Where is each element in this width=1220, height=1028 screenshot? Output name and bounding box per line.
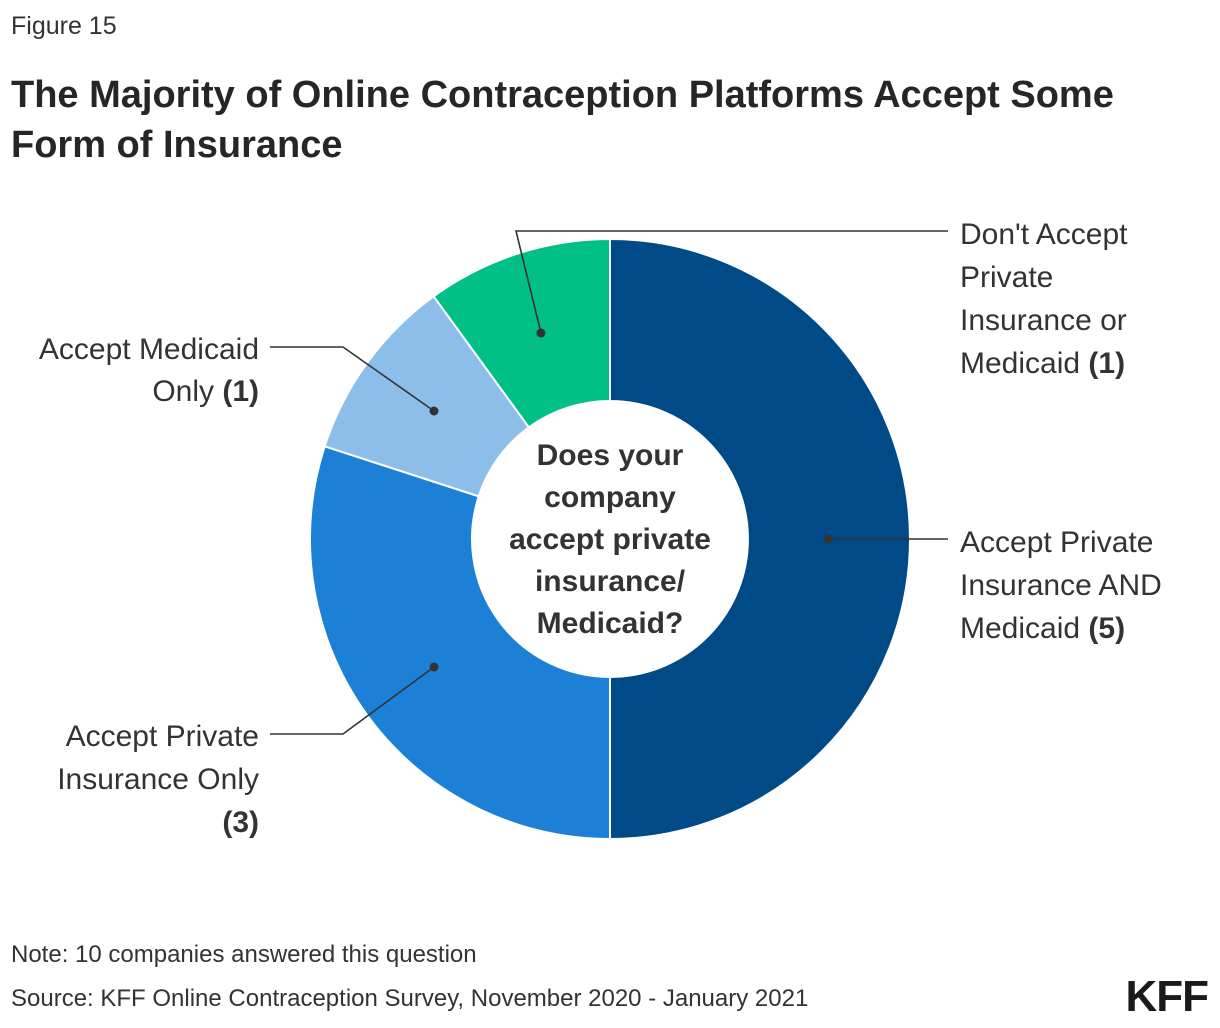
chart-note: Note: 10 companies answered this questio… [11, 941, 477, 968]
kff-logo: KFF [1125, 972, 1209, 1021]
slice-value-label: (5) [1080, 612, 1125, 645]
slice-value-label: (1) [1080, 347, 1125, 380]
center-label-line: accept private [509, 523, 711, 556]
callout-dot [429, 406, 439, 416]
callout-leader-line [270, 666, 435, 735]
callout-leader-line [270, 346, 435, 412]
callout-leader-line [514, 230, 948, 334]
chart-source: Source: KFF Online Contraception Survey,… [11, 985, 809, 1012]
callout-dot [429, 662, 439, 672]
callout-dot [536, 328, 546, 338]
donut-slice-1 [609, 237, 911, 841]
slice-label: Accept Private Insurance Only (3) [57, 720, 259, 839]
center-label-line: Medicaid? [537, 607, 684, 640]
slice-value-label: (1) [214, 375, 259, 408]
figure-label: Figure 15 [11, 12, 117, 40]
callout-dot [823, 534, 833, 544]
slice-label: Don't Accept Private Insurance or Medicaid … [960, 218, 1128, 380]
center-label-line: company [544, 481, 676, 514]
chart-title: The Majority of Online Contraception Pla… [11, 74, 1114, 166]
slice-label: Accept Medicaid Only (1) [39, 333, 259, 408]
donut-slice-4 [432, 237, 611, 429]
slice-value-label: (3) [222, 806, 259, 839]
slice-label: Accept Private Insurance AND Medicaid (5) [960, 526, 1162, 645]
center-label-line: insurance/ [535, 565, 686, 598]
donut-slice-3 [323, 294, 531, 498]
center-label-line: Does your [537, 439, 684, 472]
donut-slice-2 [309, 445, 611, 841]
